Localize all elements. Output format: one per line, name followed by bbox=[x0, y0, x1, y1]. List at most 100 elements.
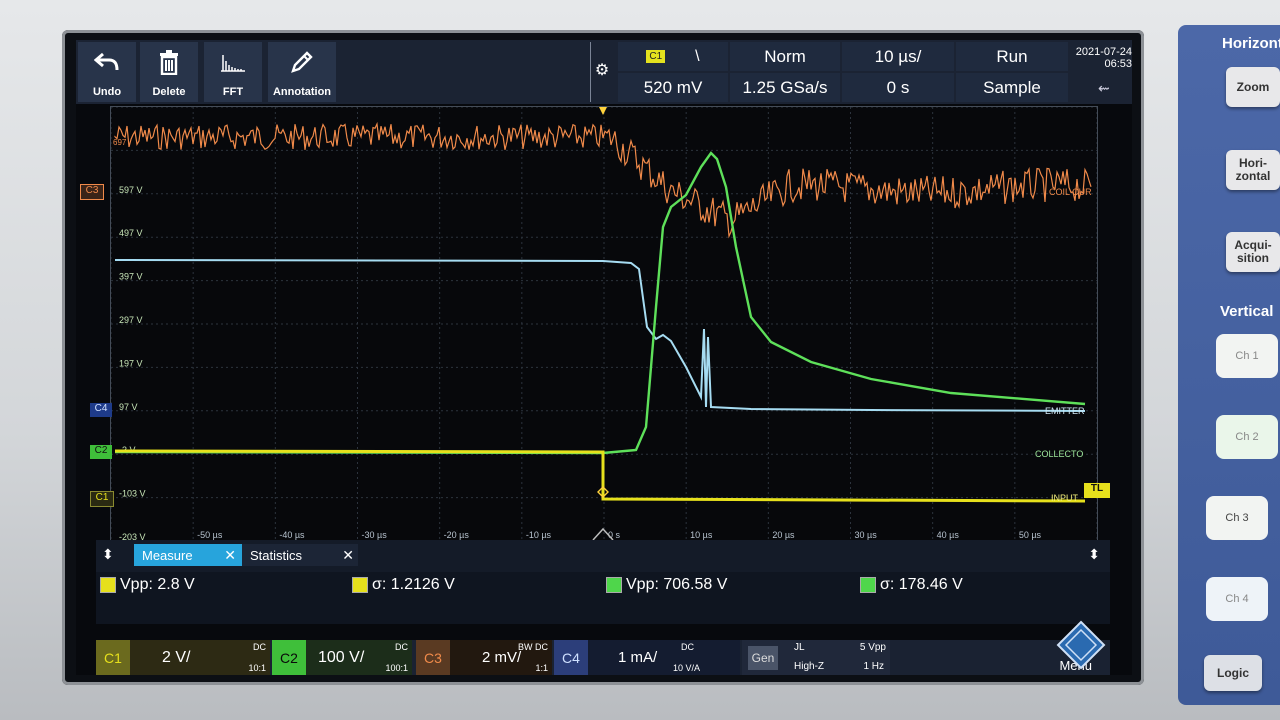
trigger-mode[interactable]: Norm bbox=[730, 42, 840, 71]
oscilloscope-screen: Undo Delete FFT Annotation ⚙ C1 \ No bbox=[76, 40, 1132, 675]
acquisition-mode[interactable]: Sample bbox=[956, 73, 1068, 102]
gear-icon[interactable]: ⚙ bbox=[594, 62, 610, 79]
trigger-level[interactable]: 520 mV bbox=[618, 73, 728, 102]
measurement-c2-vpp[interactable]: Vpp: 706.58 V bbox=[606, 576, 727, 594]
ch2-button[interactable]: Ch 2 bbox=[1216, 415, 1278, 459]
y-axis-label: 497 V bbox=[119, 228, 143, 238]
channel-c1-name: C1 bbox=[96, 640, 130, 675]
c1-badge bbox=[352, 577, 368, 593]
c3-top-value: 697 bbox=[113, 138, 127, 147]
tab-measure[interactable]: Measure ✕ bbox=[134, 544, 242, 566]
toolbar-divider bbox=[590, 42, 591, 102]
channel-c2-probe: 100:1 bbox=[385, 663, 408, 673]
channel-c4[interactable]: C4 1 mA/ DC 10 V/A bbox=[554, 640, 740, 675]
measurement-c1-sigma[interactable]: σ: 1.2126 V bbox=[352, 576, 455, 594]
horizontal-button[interactable]: Hori- zontal bbox=[1226, 150, 1280, 190]
tab-measure-label: Measure bbox=[142, 547, 193, 563]
measurement-text: Vpp: 706.58 V bbox=[626, 576, 728, 593]
close-icon[interactable]: ✕ bbox=[342, 546, 354, 563]
measurement-text: σ: 1.2126 V bbox=[372, 576, 455, 593]
rs-logo[interactable] bbox=[1056, 620, 1106, 670]
falling-edge-icon: \ bbox=[695, 47, 700, 65]
waveform-display[interactable]: 597 V 497 V 397 V 297 V 197 V 97 V -3 V -103 V-… bbox=[110, 106, 1098, 542]
timebase[interactable]: 10 µs/ bbox=[842, 42, 954, 71]
zoom-button[interactable]: Zoom bbox=[1226, 67, 1280, 107]
ch1-button[interactable]: Ch 1 bbox=[1216, 334, 1278, 378]
measurement-c2-sigma[interactable]: σ: 178.46 V bbox=[860, 576, 963, 594]
annotation-button[interactable]: Annotation bbox=[268, 42, 336, 102]
marker-c1[interactable]: C1 bbox=[90, 491, 114, 507]
acquisition-button[interactable]: Acqui- sition bbox=[1226, 232, 1280, 272]
logic-button[interactable]: Logic bbox=[1204, 655, 1262, 691]
trigger-source-badge: C1 bbox=[646, 50, 666, 63]
measurement-c1-vpp[interactable]: Vpp: 2.8 V bbox=[100, 576, 195, 594]
updown-arrow-icon[interactable]: ⬍ bbox=[102, 546, 114, 562]
y-axis-label: -203 V bbox=[119, 532, 146, 541]
trigger-position-marker[interactable] bbox=[599, 107, 607, 115]
pencil-icon bbox=[268, 48, 336, 76]
channel-c4-coupling: DC bbox=[681, 642, 694, 652]
channel-c4-probe: 10 V/A bbox=[672, 663, 700, 673]
channel-c3-probe: 1:1 bbox=[535, 663, 548, 673]
horizontal-position[interactable]: 0 s bbox=[842, 73, 954, 102]
fft-label: FFT bbox=[222, 86, 244, 98]
close-icon[interactable]: ✕ bbox=[224, 546, 236, 563]
x-axis-label: 10 µs bbox=[690, 530, 713, 540]
trace-emitter bbox=[114, 259, 1086, 412]
tab-statistics-label: Statistics bbox=[250, 547, 303, 563]
updown-arrow-icon[interactable]: ⬍ bbox=[1088, 546, 1100, 562]
channel-c4-name: C4 bbox=[554, 640, 588, 675]
channel-c3-coupling: DC bbox=[535, 642, 548, 652]
undo-icon bbox=[78, 48, 136, 76]
date: 2021-07-24 bbox=[1075, 46, 1132, 58]
channel-c3[interactable]: C3 2 mV/ BW DC 1:1 bbox=[416, 640, 552, 675]
x-axis-label: -10 µs bbox=[526, 530, 552, 540]
x-axis-label: -50 µs bbox=[197, 530, 223, 540]
channel-c3-name: C3 bbox=[416, 640, 450, 675]
x-axis-label: 50 µs bbox=[1019, 530, 1042, 540]
tab-statistics[interactable]: Statistics ✕ bbox=[242, 544, 358, 566]
x-axis-label: 0 s bbox=[608, 530, 621, 540]
delete-button[interactable]: Delete bbox=[140, 42, 198, 102]
ch3-button[interactable]: Ch 3 bbox=[1206, 496, 1268, 540]
y-axis-label: 197 V bbox=[119, 358, 143, 368]
trace-coil-current bbox=[114, 121, 1092, 239]
datetime: 2021-07-24 06:53 bbox=[1072, 46, 1132, 70]
channel-c2[interactable]: C2 100 V/ DC 100:1 bbox=[272, 640, 412, 675]
channel-c2-coupling: DC bbox=[395, 642, 408, 652]
trigger-level-marker[interactable]: TL bbox=[1084, 483, 1110, 498]
generator-channel[interactable]: Gen JL High-Z 5 Vpp 1 Hz bbox=[742, 640, 890, 675]
marker-c2[interactable]: C2 bbox=[90, 445, 112, 459]
fft-button[interactable]: FFT bbox=[204, 42, 262, 102]
generator-amplitude: 5 Vpp bbox=[859, 642, 886, 653]
top-toolbar: Undo Delete FFT Annotation ⚙ C1 \ No bbox=[76, 40, 1132, 104]
label-collector: COLLECTO bbox=[1035, 449, 1083, 459]
x-axis-label: 20 µs bbox=[772, 530, 795, 540]
generator-frequency: 1 Hz bbox=[863, 661, 884, 672]
channel-c1-scale: 2 V/ bbox=[162, 648, 191, 666]
run-state[interactable]: Run bbox=[956, 42, 1068, 71]
marker-c3[interactable]: C3 bbox=[80, 184, 104, 200]
channel-c2-name: C2 bbox=[272, 640, 306, 675]
x-axis-labels: -50 µs -40 µs -30 µs -20 µs -10 µs 0 s 10 µs 20… bbox=[197, 530, 1041, 540]
annotation-label: Annotation bbox=[272, 86, 332, 98]
usb-icon: ⇜ bbox=[1098, 80, 1110, 96]
channel-c2-scale: 100 V/ bbox=[318, 648, 365, 666]
label-input: INPUT bbox=[1051, 493, 1079, 503]
y-axis-label: -103 V bbox=[119, 489, 146, 499]
channel-c1[interactable]: C1 2 V/ DC 10:1 bbox=[96, 640, 270, 675]
channel-c3-scale: 2 mV/ bbox=[482, 649, 522, 666]
channel-c1-probe: 10:1 bbox=[248, 663, 266, 673]
sample-rate[interactable]: 1.25 GSa/s bbox=[730, 73, 840, 102]
channel-c3-coupling-row: BW DC bbox=[518, 642, 548, 652]
measurement-text: Vpp: 2.8 V bbox=[120, 576, 195, 593]
marker-c4[interactable]: C4 bbox=[90, 403, 112, 417]
undo-button[interactable]: Undo bbox=[78, 42, 136, 102]
measure-bar: ⬍ Measure ✕ Statistics ✕ ⬍ bbox=[96, 540, 1110, 572]
x-axis-label: 40 µs bbox=[937, 530, 960, 540]
trigger-source[interactable]: C1 \ bbox=[618, 42, 728, 71]
undo-label: Undo bbox=[92, 86, 122, 98]
x-axis-label: -20 µs bbox=[444, 530, 470, 540]
ch4-button[interactable]: Ch 4 bbox=[1206, 577, 1268, 621]
